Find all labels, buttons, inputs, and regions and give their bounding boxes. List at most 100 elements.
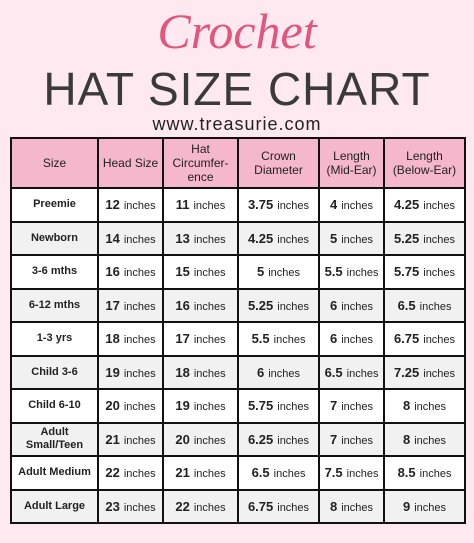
measurement-cell: 16 inches: [162, 287, 239, 323]
size-label: 3-6 mths: [10, 254, 99, 290]
column-header: Hat Circumfer-ence: [162, 137, 239, 189]
header-line: ence: [187, 170, 214, 184]
measurement-cell: 20 inches: [97, 388, 164, 424]
measurement-cell: 11 inches: [162, 187, 239, 223]
measurement-value: 7.25: [393, 364, 420, 380]
measurement-cell: 18 inches: [97, 321, 164, 357]
table-row: 1-3 yrs 18 inches 17 inches 5.5 inches 6 inches 6…: [10, 321, 466, 357]
measurement-cell: 5.25 inches: [237, 287, 320, 323]
header-row: Size Head Size Hat Circumfer-ence Crown Diame…: [10, 137, 466, 189]
measurement-value: 6: [329, 297, 338, 313]
measurement-cell: 19 inches: [97, 354, 164, 390]
measurement-value: 6.75: [247, 498, 274, 514]
column-header: Size: [10, 137, 99, 189]
measurement-unit: inches: [419, 300, 452, 313]
measurement-value: 4.25: [247, 230, 274, 246]
measurement-cell: 12 inches: [97, 187, 164, 223]
table-row: 6-12 mths 17 inches 16 inches 5.25 inches 6 inch…: [10, 287, 466, 323]
script-title: Crochet: [157, 3, 317, 59]
table-row: Child 6-10 20 inches 19 inches 5.75 inches 7 inc…: [10, 388, 466, 424]
size-label: Child 6-10: [10, 388, 99, 424]
measurement-cell: 22 inches: [162, 488, 239, 524]
measurement-value: 8: [329, 498, 338, 514]
measurement-value: 6.5: [397, 297, 416, 313]
measurement-cell: 23 inches: [97, 488, 164, 524]
measurement-cell: 8 inches: [383, 421, 466, 457]
measurement-unit: inches: [423, 367, 456, 380]
measurement-unit: inches: [277, 300, 310, 313]
header-line: Circumfer-: [172, 156, 229, 170]
table-row: Adult Small/Teen 21 inches 20 inches 6.25 inch…: [10, 421, 466, 457]
measurement-cell: 6.5 inches: [383, 287, 466, 323]
measurement-unit: inches: [414, 434, 447, 447]
table-row: Newborn 14 inches 13 inches 4.25 inches 5 inches…: [10, 220, 466, 256]
measurement-value: 6.5: [324, 364, 343, 380]
measurement-value: 11: [175, 197, 190, 213]
column-header: Length (Mid-Ear): [318, 137, 385, 189]
measurement-value: 5.25: [247, 297, 274, 313]
measurement-unit: inches: [341, 200, 374, 213]
table-row: Adult Large 23 inches 22 inches 6.75 inches 8 in…: [10, 488, 466, 524]
measurement-value: 7: [329, 398, 338, 414]
header-line: Hat: [191, 142, 210, 156]
measurement-value: 6.5: [251, 465, 270, 481]
measurement-unit: inches: [341, 501, 374, 514]
measurement-unit: inches: [123, 267, 156, 280]
measurement-value: 20: [105, 398, 120, 414]
measurement-unit: inches: [277, 233, 310, 246]
table-row: 3-6 mths 16 inches 15 inches 5 inches 5.5 inches…: [10, 254, 466, 290]
measurement-cell: 4.25 inches: [383, 187, 466, 223]
measurement-cell: 6 inches: [237, 354, 320, 390]
measurement-unit: inches: [193, 401, 226, 414]
measurement-cell: 5.75 inches: [237, 388, 320, 424]
measurement-unit: inches: [123, 200, 156, 213]
measurement-value: 8: [402, 398, 411, 414]
measurement-unit: inches: [277, 434, 310, 447]
measurement-cell: 9 inches: [383, 488, 466, 524]
measurement-value: 21: [105, 431, 120, 447]
measurement-value: 6: [329, 331, 338, 347]
measurement-cell: 6 inches: [318, 321, 385, 357]
measurement-value: 12: [105, 197, 120, 213]
measurement-unit: inches: [123, 300, 156, 313]
measurement-cell: 8.5 inches: [383, 455, 466, 491]
measurement-cell: 6.25 inches: [237, 421, 320, 457]
measurement-cell: 7 inches: [318, 421, 385, 457]
measurement-value: 5.5: [324, 264, 343, 280]
measurement-value: 8: [402, 431, 411, 447]
measurement-value: 7: [329, 431, 338, 447]
measurement-value: 15: [175, 264, 190, 280]
measurement-unit: inches: [123, 401, 156, 414]
measurement-cell: 7 inches: [318, 388, 385, 424]
measurement-value: 5.75: [393, 264, 420, 280]
measurement-cell: 6 inches: [318, 287, 385, 323]
measurement-value: 18: [105, 331, 120, 347]
measurement-cell: 3.75 inches: [237, 187, 320, 223]
table-row: Preemie 12 inches 11 inches 3.75 inches 4 inches…: [10, 187, 466, 223]
measurement-unit: inches: [277, 401, 310, 414]
measurement-cell: 5 inches: [237, 254, 320, 290]
title: HAT SIZE CHART: [43, 63, 431, 115]
measurement-unit: inches: [277, 501, 310, 514]
measurement-cell: 6.5 inches: [237, 455, 320, 491]
measurement-cell: 17 inches: [97, 287, 164, 323]
size-label: Adult Medium: [10, 455, 99, 491]
size-label: Child 3-6: [10, 354, 99, 390]
header-line: Diameter: [254, 163, 303, 177]
header-line: Head Size: [102, 156, 159, 170]
column-header: Crown Diameter: [237, 137, 320, 189]
measurement-cell: 20 inches: [162, 421, 239, 457]
measurement-value: 6: [256, 364, 265, 380]
measurement-unit: inches: [341, 334, 374, 347]
size-label: 1-3 yrs: [10, 321, 99, 357]
measurement-value: 22: [175, 498, 190, 514]
measurement-value: 19: [175, 398, 190, 414]
measurement-value: 3.75: [247, 197, 274, 213]
measurement-unit: inches: [423, 200, 456, 213]
measurement-unit: inches: [193, 267, 226, 280]
measurement-cell: 7.5 inches: [318, 455, 385, 491]
measurement-cell: 8 inches: [318, 488, 385, 524]
measurement-cell: 13 inches: [162, 220, 239, 256]
measurement-value: 16: [175, 297, 190, 313]
measurement-cell: 16 inches: [97, 254, 164, 290]
